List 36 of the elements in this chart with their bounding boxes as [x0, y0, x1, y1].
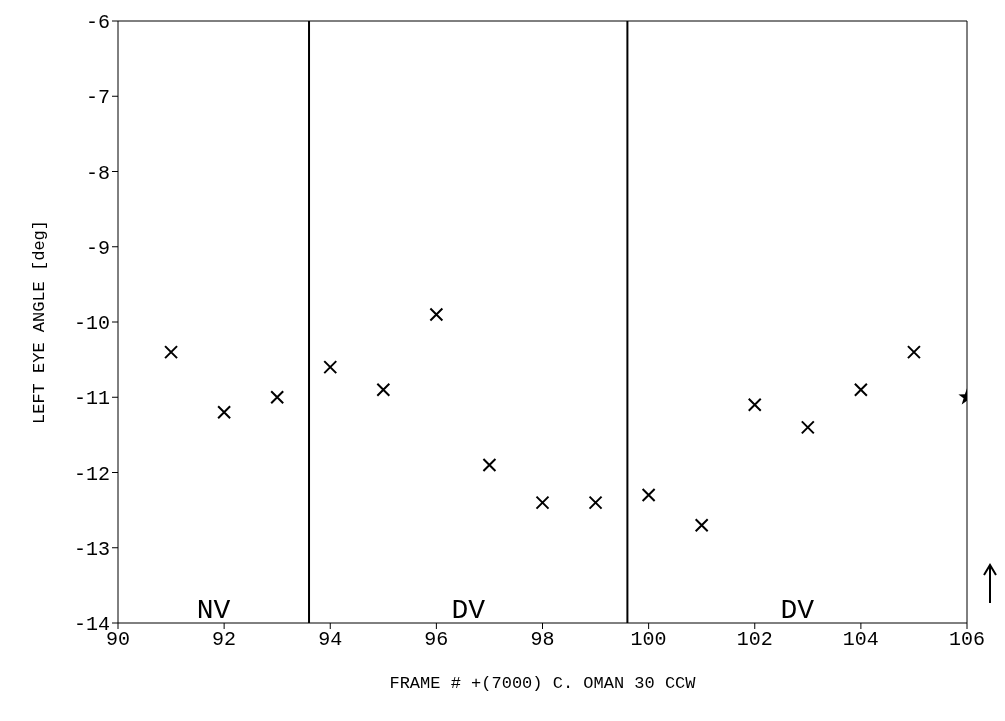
y-tick-label: -8	[85, 161, 110, 185]
y-tick-label: -6	[85, 11, 110, 35]
x-tick-label: 94	[318, 628, 343, 652]
point	[270, 390, 285, 405]
annotation: NV	[196, 594, 231, 626]
x-tick-label: 96	[424, 628, 449, 652]
point	[482, 457, 497, 472]
y-tick-label: -7	[85, 86, 110, 110]
y-axis-title: LEFT EYE ANGLE [deg]	[30, 219, 50, 425]
point	[429, 307, 444, 322]
annotation: DV	[451, 594, 486, 626]
point	[800, 420, 815, 435]
y-tick-label: -13	[73, 537, 110, 561]
x-tick-label: 92	[212, 628, 237, 652]
y-tick-label: -9	[85, 236, 110, 260]
y-tick-label: -10	[73, 312, 110, 336]
point	[323, 360, 338, 375]
y-tick-label: -12	[73, 462, 110, 486]
x-axis-title: FRAME # +(7000) C. OMAN 30 CCW	[389, 674, 697, 693]
point	[535, 495, 550, 510]
x-tick-label: 102	[736, 628, 773, 652]
point	[853, 382, 868, 397]
annotation: DV	[780, 594, 815, 626]
point	[641, 488, 656, 503]
y-tick-label: -11	[73, 387, 110, 411]
x-tick-label: 98	[530, 628, 555, 652]
point	[694, 518, 709, 533]
point	[164, 345, 179, 360]
point	[747, 397, 762, 412]
x-tick-label: 100	[630, 628, 667, 652]
x-tick-label: 106	[948, 628, 986, 652]
point	[906, 345, 921, 360]
point	[376, 382, 391, 397]
x-tick-label: 104	[842, 628, 879, 652]
point	[588, 495, 603, 510]
point	[217, 405, 232, 420]
